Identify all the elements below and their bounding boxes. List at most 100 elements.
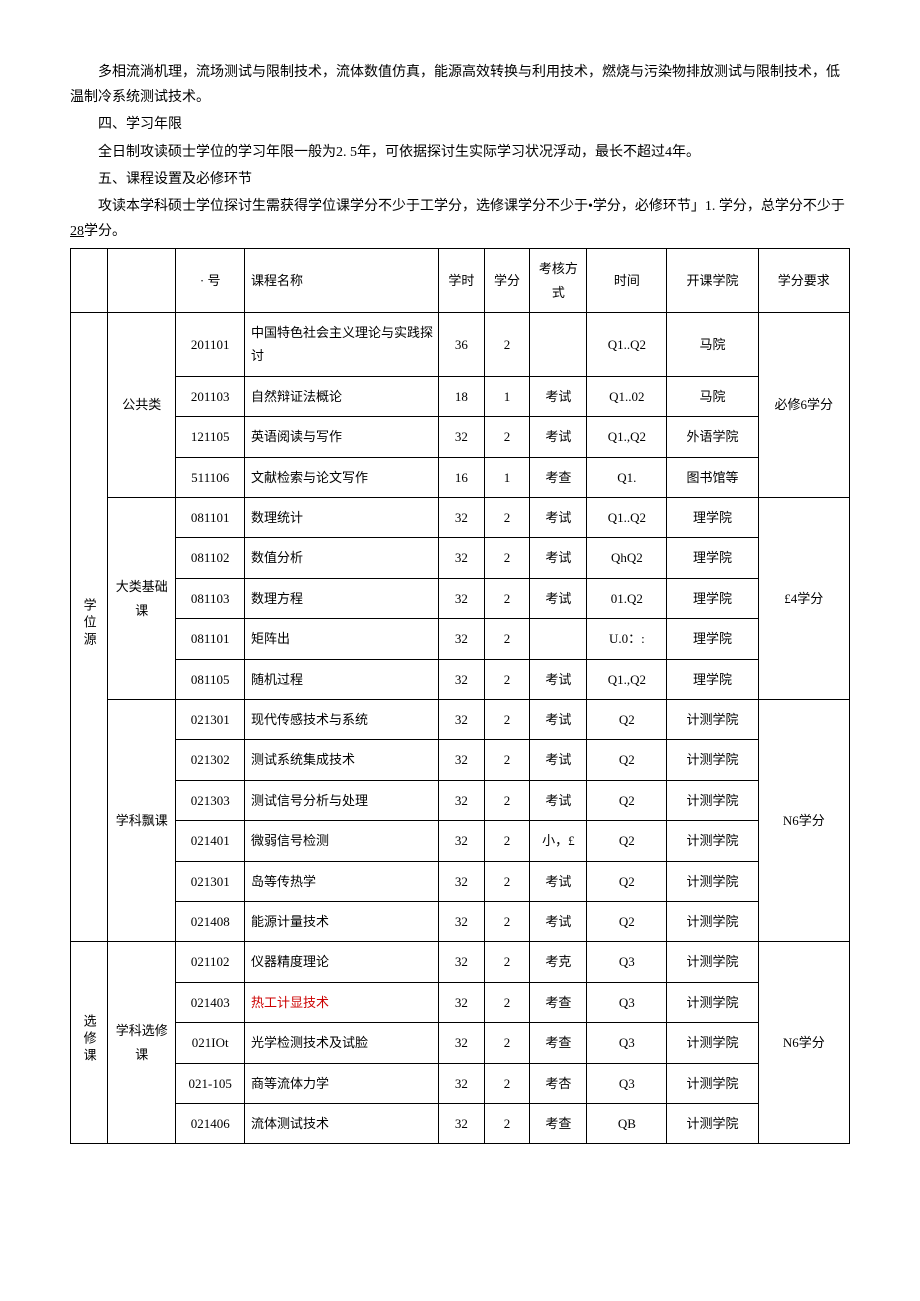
- table-cell: 2: [484, 1103, 530, 1143]
- table-cell: 考试: [530, 376, 587, 416]
- table-cell: 2: [484, 417, 530, 457]
- th-assess: 考核方式: [530, 249, 587, 313]
- table-cell: 32: [439, 821, 485, 861]
- table-cell: 081102: [176, 538, 244, 578]
- table-cell: 32: [439, 578, 485, 618]
- table-cell: 01.Q2: [587, 578, 667, 618]
- table-cell: 2: [484, 982, 530, 1022]
- table-cell: U.0：:: [587, 619, 667, 659]
- th-hours: 学时: [439, 249, 485, 313]
- th-college: 开课学院: [667, 249, 758, 313]
- table-cell: QB: [587, 1103, 667, 1143]
- table-row: 选修课学科选修课021102仪器精度理论322考克Q3计测学院N6学分: [71, 942, 850, 982]
- table-cell: Q1..Q2: [587, 498, 667, 538]
- table-cell: 流体测试技术: [244, 1103, 438, 1143]
- table-cell: 32: [439, 861, 485, 901]
- table-cell: 计测学院: [667, 1023, 758, 1063]
- table-cell: 021IOt: [176, 1023, 244, 1063]
- th-course-name: 课程名称: [244, 249, 438, 313]
- section-five-body-post: 学分。: [84, 224, 126, 239]
- table-cell: 021408: [176, 901, 244, 941]
- table-cell: 考试: [530, 417, 587, 457]
- table-cell: Q1..02: [587, 376, 667, 416]
- table-cell: 现代传感技术与系统: [244, 700, 438, 740]
- table-cell: 36: [439, 313, 485, 377]
- table-cell: 理学院: [667, 538, 758, 578]
- table-cell: 微弱信号检测: [244, 821, 438, 861]
- table-cell: 2: [484, 901, 530, 941]
- table-cell: Q1.: [587, 457, 667, 497]
- table-cell: 32: [439, 1023, 485, 1063]
- table-cell: 考试: [530, 578, 587, 618]
- table-cell: 测试系统集成技术: [244, 740, 438, 780]
- table-header-row: · 号 课程名称 学时 学分 考核方式 时间 开课学院 学分要求: [71, 249, 850, 313]
- table-cell: 计测学院: [667, 700, 758, 740]
- table-cell: 考试: [530, 740, 587, 780]
- table-cell: Q2: [587, 740, 667, 780]
- table-cell: 511106: [176, 457, 244, 497]
- table-cell: 矩阵出: [244, 619, 438, 659]
- table-cell: Q2: [587, 901, 667, 941]
- table-cell: 计测学院: [667, 1103, 758, 1143]
- table-cell: Q2: [587, 861, 667, 901]
- table-cell: 2: [484, 313, 530, 377]
- th-credit-req: 学分要求: [758, 249, 849, 313]
- table-cell: 021301: [176, 700, 244, 740]
- table-row: 081102数值分析322考试QhQ2理学院: [71, 538, 850, 578]
- table-cell: Q2: [587, 780, 667, 820]
- table-cell: Q3: [587, 1023, 667, 1063]
- table-cell: 021303: [176, 780, 244, 820]
- table-cell: 32: [439, 700, 485, 740]
- table-cell: 马院: [667, 376, 758, 416]
- table-cell: 考查: [530, 1103, 587, 1143]
- table-cell: 021403: [176, 982, 244, 1022]
- table-row: 021303测试信号分析与处理322考试Q2计测学院: [71, 780, 850, 820]
- table-cell: Q1..Q2: [587, 313, 667, 377]
- table-cell: 考查: [530, 982, 587, 1022]
- table-cell: 考克: [530, 942, 587, 982]
- table-body: 学位源公共类201101中国特色社会主义理论与实践探讨362Q1..Q2马院必修…: [71, 313, 850, 1144]
- table-cell: 2: [484, 1063, 530, 1103]
- table-cell: 32: [439, 417, 485, 457]
- table-cell: 32: [439, 659, 485, 699]
- table-row: 大类基础课081101数理统计322考试Q1..Q2理学院£4学分: [71, 498, 850, 538]
- table-cell: 能源计量技术: [244, 901, 438, 941]
- table-cell: 理学院: [667, 619, 758, 659]
- table-cell: 考试: [530, 901, 587, 941]
- table-cell: 图书馆等: [667, 457, 758, 497]
- table-cell: 2: [484, 780, 530, 820]
- cat1-cell: 选修课: [71, 942, 108, 1144]
- table-row: 081105随机过程322考试Q1.,Q2理学院: [71, 659, 850, 699]
- table-cell: 32: [439, 538, 485, 578]
- table-cell: Q1.,Q2: [587, 417, 667, 457]
- cat2-cell: 公共类: [107, 313, 175, 498]
- table-cell: 计测学院: [667, 901, 758, 941]
- intro-paragraph: 多相流淌机理，流场测试与限制技术，流体数值仿真，能源高效转换与利用技术，燃烧与污…: [70, 60, 850, 110]
- table-cell: 2: [484, 538, 530, 578]
- table-cell: 考查: [530, 1023, 587, 1063]
- table-row: 021403热工计显技术322考查Q3计测学院: [71, 982, 850, 1022]
- table-row: 021302测试系统集成技术322考试Q2计测学院: [71, 740, 850, 780]
- th-blank2: [107, 249, 175, 313]
- table-cell: 数值分析: [244, 538, 438, 578]
- table-cell: 1: [484, 376, 530, 416]
- table-cell: 考试: [530, 498, 587, 538]
- th-time: 时间: [587, 249, 667, 313]
- course-table: · 号 课程名称 学时 学分 考核方式 时间 开课学院 学分要求 学位源公共类2…: [70, 248, 850, 1144]
- table-cell: 021406: [176, 1103, 244, 1143]
- table-cell: 081101: [176, 498, 244, 538]
- table-row: 121105英语阅读与写作322考试Q1.,Q2外语学院: [71, 417, 850, 457]
- table-cell: 2: [484, 861, 530, 901]
- section-five-body-underline: 28: [70, 224, 84, 239]
- table-cell: 计测学院: [667, 740, 758, 780]
- table-cell: 021302: [176, 740, 244, 780]
- table-row: 学位源公共类201101中国特色社会主义理论与实践探讨362Q1..Q2马院必修…: [71, 313, 850, 377]
- table-cell: 计测学院: [667, 942, 758, 982]
- credit-req-cell: N6学分: [758, 942, 849, 1144]
- credit-req-cell: £4学分: [758, 498, 849, 700]
- section-four-heading: 四、学习年限: [70, 112, 850, 137]
- table-cell: [530, 313, 587, 377]
- table-cell: 2: [484, 498, 530, 538]
- table-cell: 32: [439, 1103, 485, 1143]
- table-cell: 随机过程: [244, 659, 438, 699]
